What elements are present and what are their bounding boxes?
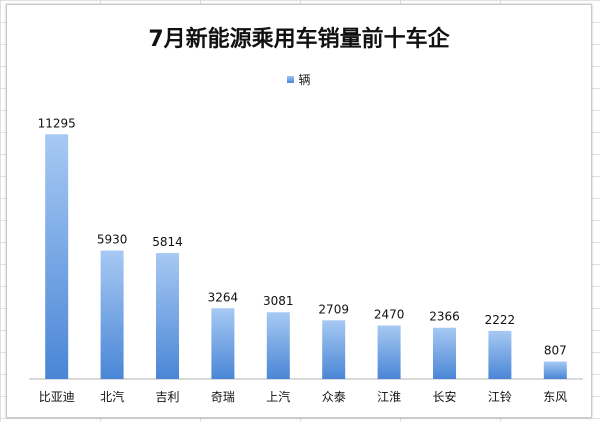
bar-6[interactable] [322,320,346,379]
bar-9[interactable] [488,330,512,379]
legend-label: 辆 [298,73,311,87]
data-label-10: 807 [544,344,567,358]
bar-group: 11295 比亚迪 5930 北汽 5814 吉利 3264 奇瑞 3081 上汽 2709 众泰 24… [38,116,568,404]
data-label-5: 3081 [263,294,294,308]
category-label-9: 江铃 [488,389,512,404]
category-label-6: 众泰 [322,390,346,404]
category-label-3: 吉利 [155,390,179,404]
bar-3[interactable] [156,253,179,379]
bar-2[interactable] [100,250,124,379]
data-label-9: 2222 [485,313,516,327]
category-label-4: 奇瑞 [211,390,235,404]
category-label-5: 上汽 [266,389,290,404]
data-label-8: 2366 [429,310,460,324]
category-label-7: 江淮 [377,390,401,404]
chart-title: 7月新能源乘用车销量前十车企 [148,27,450,52]
bar-10[interactable] [543,361,567,379]
data-label-6: 2709 [318,302,349,316]
category-label-10: 东风 [543,390,567,404]
bar-8[interactable] [433,327,456,379]
category-label-8: 长安 [432,389,456,404]
bar-5[interactable] [266,312,290,379]
legend-swatch [287,76,295,83]
data-label-7: 2470 [374,307,405,321]
chart-container[interactable]: 7月新能源乘用车销量前十车企 辆 11295 比亚迪 5930 北汽 5814 吉利 326… [6,4,592,418]
legend: 辆 [7,71,591,88]
data-label-2: 5930 [97,233,128,247]
category-label-1: 比亚迪 [39,390,75,404]
bar-4[interactable] [211,308,235,379]
data-label-4: 3264 [208,290,239,304]
data-label-1: 11295 [38,116,76,130]
data-label-3: 5814 [152,235,183,249]
category-label-2: 北汽 [100,389,124,404]
plot-area: 11295 比亚迪 5930 北汽 5814 吉利 3264 奇瑞 3081 上汽 2709 众泰 24… [29,116,583,404]
bar-1[interactable] [45,134,69,379]
bar-7[interactable] [377,325,401,379]
